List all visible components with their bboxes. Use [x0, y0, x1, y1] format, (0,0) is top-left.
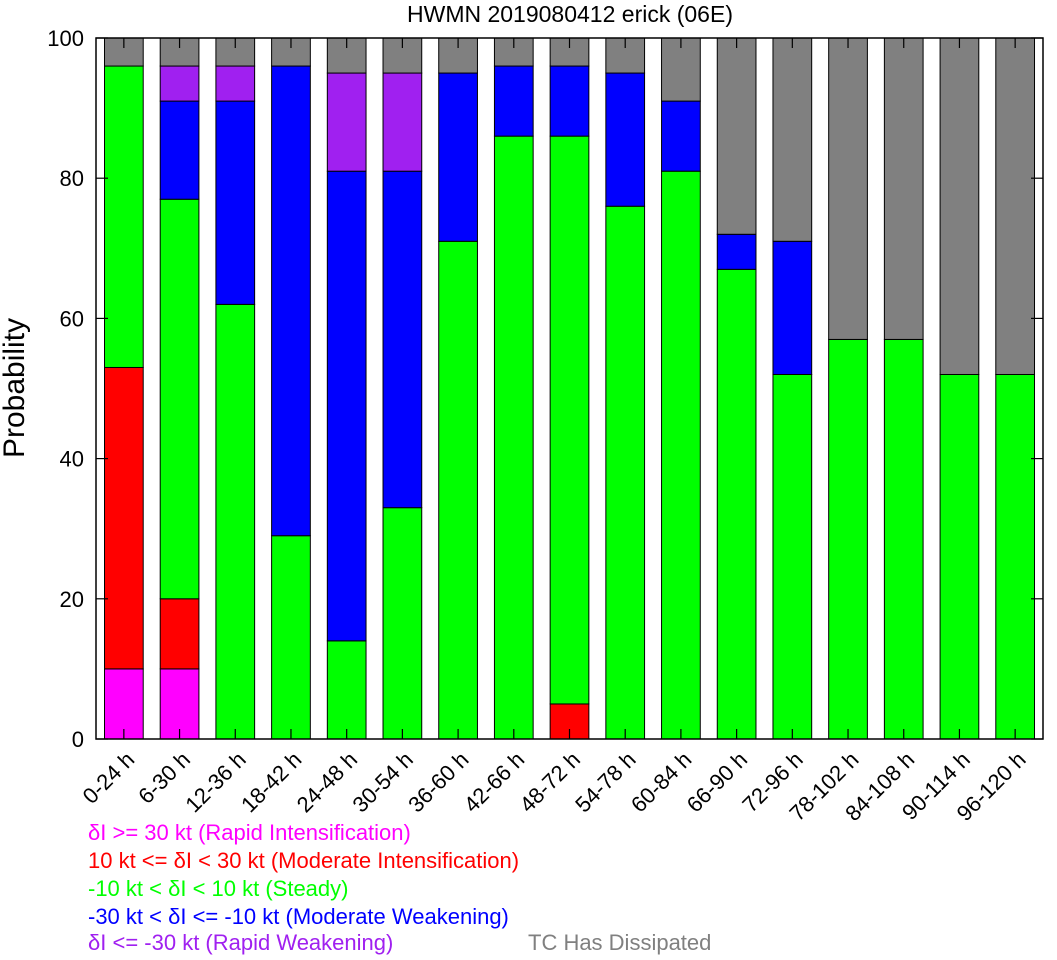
chart-title: HWMN 2019080412 erick (06E) — [407, 1, 733, 27]
x-tick-label: 36-60 h — [403, 747, 473, 817]
bar-segment-4-60-84h — [661, 100, 701, 172]
bar-segment-3-66-90h — [716, 268, 757, 740]
y-tick-label: 80 — [60, 166, 84, 191]
x-tick-label: 42-66 h — [459, 747, 529, 817]
bar-segment-4-6-30h — [159, 100, 200, 200]
bar-segment-6-84-108h — [883, 37, 924, 340]
x-tick-label: 12-36 h — [180, 747, 250, 817]
bar-segment-4-66-90h — [716, 233, 757, 270]
bar-segment-6-72-96h — [772, 37, 813, 242]
bar-segment-3-60-84h — [661, 170, 701, 740]
bar-segment-4-36-60h — [438, 72, 478, 242]
bar-segment-3-48-72h — [549, 135, 590, 705]
bar-segment-3-90-114h — [939, 373, 980, 740]
y-tick-label: 60 — [60, 306, 84, 331]
bar-segment-3-84-108h — [883, 338, 924, 740]
bar-segment-3-18-42h — [271, 535, 311, 740]
bars-layer — [104, 37, 1036, 740]
bar-segment-3-78-102h — [828, 338, 868, 740]
bar-segment-2-0-24h — [104, 366, 144, 670]
bar-segment-5-30-54h — [382, 72, 423, 172]
bar-segment-4-72-96h — [772, 240, 813, 375]
bar-segment-4-42-66h — [493, 65, 534, 137]
bar-segment-4-54-78h — [605, 72, 646, 207]
x-tick-label: 48-72 h — [515, 747, 585, 817]
x-tick-label: 30-54 h — [347, 747, 417, 817]
y-tick-label: 0 — [72, 727, 84, 752]
x-tick-label: 0-24 h — [78, 747, 140, 809]
bar-segment-4-18-42h — [271, 65, 311, 537]
bar-segment-2-6-30h — [159, 598, 200, 670]
bar-segment-6-66-90h — [716, 37, 757, 235]
legend-steady: -10 kt < δI < 10 kt (Steady) — [88, 876, 349, 901]
bar-segment-5-24-48h — [326, 72, 367, 172]
x-tick-label: 66-90 h — [682, 747, 752, 817]
bar-segment-3-72-96h — [772, 373, 813, 740]
bar-segment-3-42-66h — [493, 135, 534, 740]
bar-segment-6-18-42h — [271, 37, 311, 67]
legend-rapid-weakening: δI <= -30 kt (Rapid Weakening) — [88, 930, 394, 955]
x-tick-label: 24-48 h — [292, 747, 362, 817]
x-tick-label: 54-78 h — [570, 747, 640, 817]
bar-segment-5-6-30h — [159, 65, 200, 102]
bar-segment-3-0-24h — [104, 65, 144, 368]
bar-segment-3-36-60h — [438, 240, 478, 740]
bar-segment-3-96-120h — [995, 373, 1036, 740]
bar-segment-4-30-54h — [382, 170, 423, 509]
bar-segment-6-90-114h — [939, 37, 980, 375]
bar-segment-3-54-78h — [605, 205, 646, 740]
bar-segment-1-0-24h — [104, 668, 144, 740]
stacked-bar-chart: HWMN 2019080412 erick (06E) Probability … — [0, 1, 1044, 820]
bar-segment-5-12-36h — [215, 65, 256, 102]
legend-moderate-weakening: -30 kt < δI <= -10 kt (Moderate Weakenin… — [88, 904, 509, 929]
y-tick-label: 20 — [60, 587, 84, 612]
y-axis-label: Probability — [0, 318, 31, 458]
legend-rapid-intensification: δI >= 30 kt (Rapid Intensification) — [88, 820, 411, 845]
bar-segment-4-12-36h — [215, 100, 256, 305]
legend-dissipated: TC Has Dissipated — [528, 930, 712, 955]
legend-moderate-intensification: 10 kt <= δI < 30 kt (Moderate Intensific… — [88, 848, 520, 873]
y-tick-label: 40 — [60, 447, 84, 472]
bar-segment-3-30-54h — [382, 507, 423, 740]
bar-segment-4-24-48h — [326, 170, 367, 642]
bar-segment-6-60-84h — [661, 37, 701, 102]
bar-segment-1-6-30h — [159, 668, 200, 740]
bar-segment-6-96-120h — [995, 37, 1036, 375]
x-tick-label: 60-84 h — [626, 747, 696, 817]
bar-segment-3-24-48h — [326, 640, 367, 740]
bar-segment-4-48-72h — [549, 65, 590, 137]
bar-segment-6-78-102h — [828, 37, 868, 340]
bar-segment-3-12-36h — [215, 303, 256, 740]
bar-segment-6-24-48h — [326, 37, 367, 74]
bar-segment-3-6-30h — [159, 198, 200, 600]
y-tick-label: 100 — [47, 26, 84, 51]
x-tick-label: 18-42 h — [236, 747, 306, 817]
